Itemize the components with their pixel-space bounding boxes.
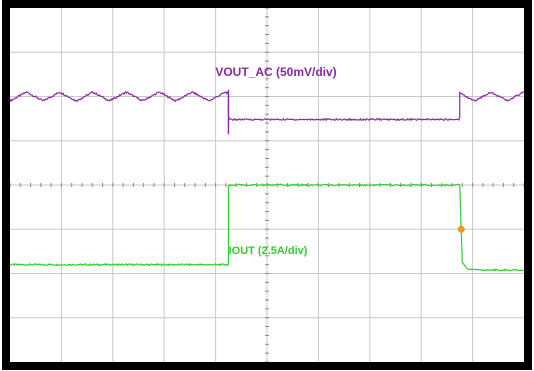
graticule bbox=[9, 7, 525, 363]
iout-trace bbox=[9, 183, 525, 272]
traces bbox=[9, 89, 525, 272]
iout-trace-label: IOUT (2.5A/div) bbox=[229, 245, 308, 257]
vout-trace-label: VOUT_AC (50mV/div) bbox=[215, 65, 336, 79]
trigger-marker bbox=[457, 225, 465, 233]
trigger-marker-dot bbox=[457, 225, 465, 233]
vout-trace bbox=[9, 90, 525, 122]
